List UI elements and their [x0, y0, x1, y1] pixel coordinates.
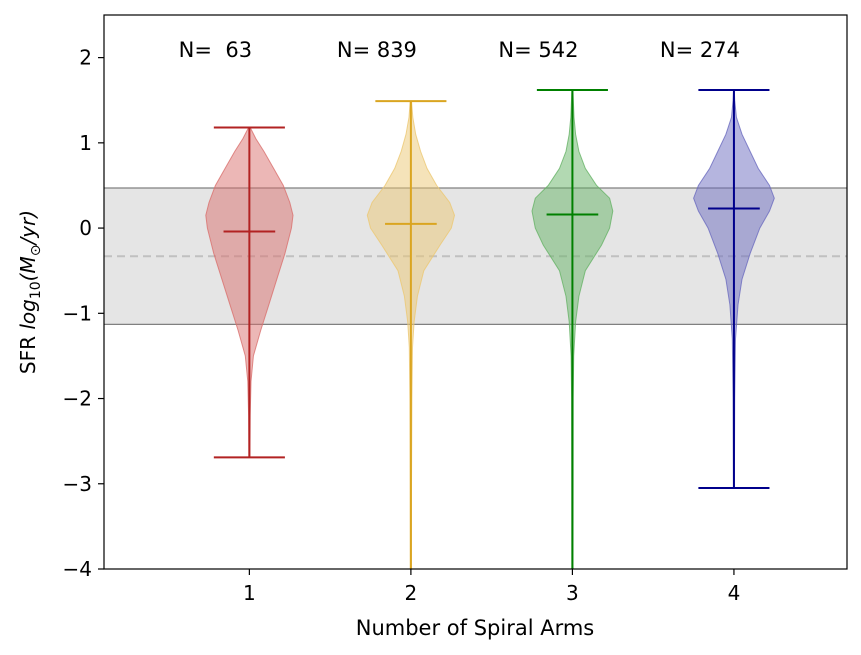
y-axis-label-prefix: SFR — [16, 330, 40, 374]
y-axis-label: SFR log10(M⊙/yr) — [16, 210, 44, 374]
violin-2 — [366, 100, 456, 569]
y-axis-label-tail: /yr) — [16, 210, 40, 247]
count-label-4: N= 274 — [660, 38, 740, 62]
y-tick-label-5: 1 — [79, 131, 92, 155]
y-tick-label-2: −2 — [63, 387, 92, 411]
x-tick-label-2: 3 — [566, 581, 579, 605]
plot-frame — [103, 14, 848, 570]
count-label-3: N= 542 — [498, 38, 578, 62]
y-axis-label-math: log — [16, 299, 40, 330]
y-axis: −4 −3 −2 −1 0 1 2 — [63, 46, 104, 581]
x-tick-label-3: 4 — [728, 581, 741, 605]
x-axis-label: Number of Spiral Arms — [356, 616, 595, 640]
violin-3 — [531, 89, 614, 569]
y-tick-label-6: 2 — [79, 46, 92, 70]
x-tick-label-1: 2 — [405, 581, 418, 605]
count-labels: N= 63 N= 839 N= 542 N= 274 — [179, 38, 740, 62]
violin-4 — [693, 89, 775, 490]
x-tick-label-0: 1 — [243, 581, 256, 605]
count-label-1: N= 63 — [179, 38, 252, 62]
violins-group — [205, 89, 775, 569]
count-label-2: N= 839 — [337, 38, 417, 62]
y-axis-label-subscript: 10 — [28, 281, 44, 299]
y-axis-label-unit: (M — [16, 256, 40, 281]
plot-area — [104, 89, 847, 569]
y-tick-label-4: 0 — [79, 216, 92, 240]
y-tick-label-0: −4 — [63, 557, 92, 581]
y-tick-label-3: −1 — [63, 301, 92, 325]
y-axis-label-sun: ⊙ — [28, 245, 44, 257]
violin-1 — [205, 126, 294, 459]
y-tick-label-1: −3 — [63, 472, 92, 496]
x-axis: 1 2 3 4 — [243, 569, 740, 605]
